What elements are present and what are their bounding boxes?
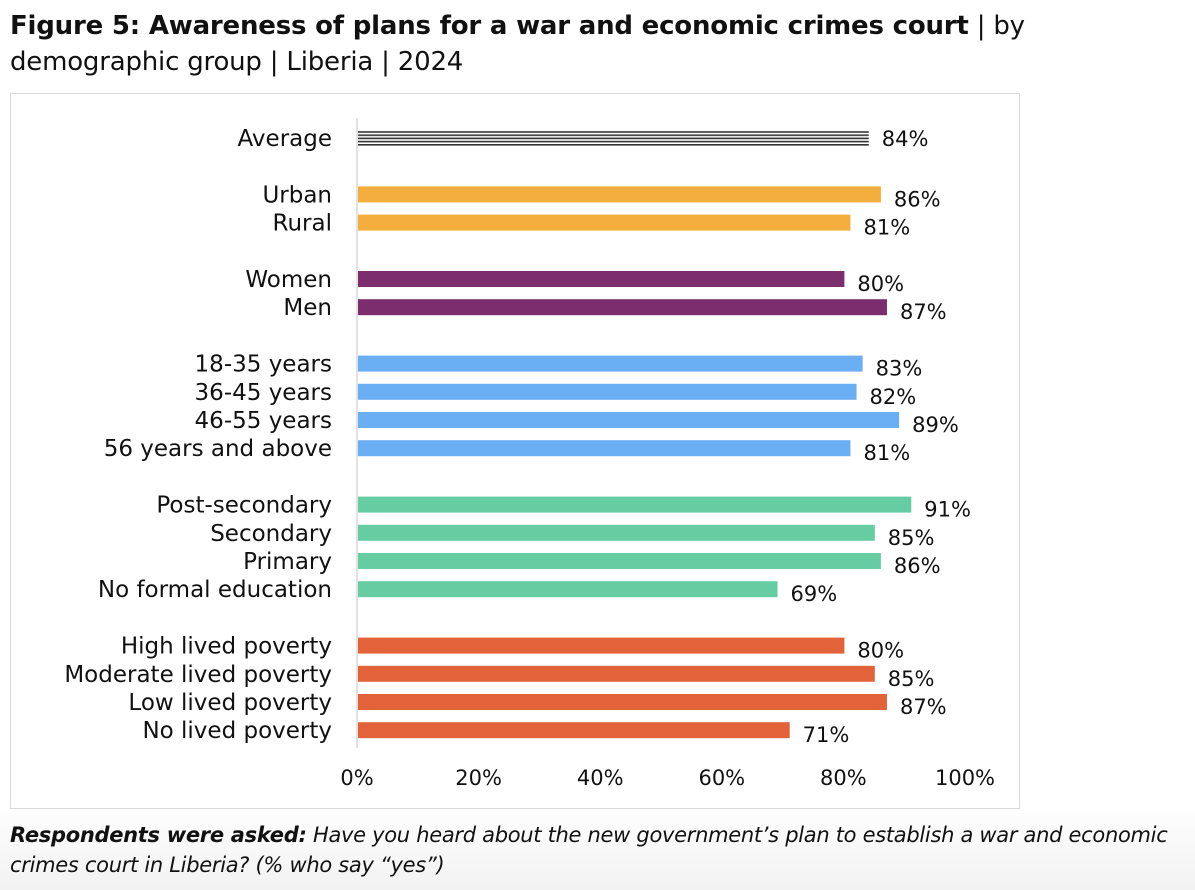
value-label-18-35-years: 83% bbox=[876, 357, 923, 381]
question-note-text: Have you heard about the new government’… bbox=[10, 823, 1168, 877]
bars-layer: Average 84% Urban 86% Rural 81% Women 80% Men 87%… bbox=[64, 126, 971, 747]
x-tick-label-0: 0% bbox=[340, 766, 373, 790]
category-label-post-secondary: Post-secondary bbox=[156, 493, 332, 519]
value-label-average: 84% bbox=[882, 127, 929, 151]
category-label-secondary: Secondary bbox=[210, 521, 332, 547]
bar-56-years-and-above bbox=[358, 440, 851, 457]
value-label-46-55-years: 89% bbox=[912, 413, 959, 437]
category-label-men: Men bbox=[283, 295, 332, 321]
category-label-women: Women bbox=[245, 267, 332, 293]
value-label-36-45-years: 82% bbox=[870, 385, 917, 409]
question-note: Respondents were asked: Have you heard a… bbox=[10, 820, 1190, 880]
bar-18-35-years bbox=[358, 355, 863, 372]
x-axis-ticks: 0% 20% 40% 60% 80% 100% bbox=[340, 766, 995, 790]
category-label-urban: Urban bbox=[262, 182, 332, 208]
value-label-moderate-lived-poverty: 85% bbox=[888, 667, 935, 691]
category-label-low-lived-poverty: Low lived poverty bbox=[128, 690, 332, 716]
bar-46-55-years bbox=[358, 412, 900, 428]
x-tick-label-100: 100% bbox=[935, 766, 995, 790]
category-label-56-years-and-above: 56 years and above bbox=[104, 436, 332, 462]
value-label-low-lived-poverty: 87% bbox=[900, 695, 947, 719]
bar-rural bbox=[358, 214, 851, 231]
x-tick-label-60: 60% bbox=[698, 766, 745, 790]
bar-average bbox=[358, 130, 869, 146]
bar-secondary bbox=[358, 524, 875, 541]
value-label-no-lived-poverty: 71% bbox=[803, 723, 850, 747]
figure-title-rest: | by demographic group | Liberia | 2024 bbox=[10, 11, 1025, 77]
bar-no-formal-education bbox=[358, 581, 778, 598]
category-label-no-formal-education: No formal education bbox=[98, 577, 332, 603]
category-label-rural: Rural bbox=[273, 211, 332, 237]
bar-primary bbox=[358, 553, 881, 569]
bar-36-45-years bbox=[358, 383, 857, 400]
value-label-primary: 86% bbox=[894, 554, 941, 578]
bar-men bbox=[358, 299, 887, 316]
question-note-bold: Respondents were asked: bbox=[10, 823, 307, 847]
category-label-no-lived-poverty: No lived poverty bbox=[142, 718, 332, 744]
bar-low-lived-poverty bbox=[358, 694, 887, 710]
x-tick-label-40: 40% bbox=[577, 766, 624, 790]
category-label-average: Average bbox=[238, 126, 332, 152]
bar-high-lived-poverty bbox=[358, 637, 845, 654]
value-label-high-lived-poverty: 80% bbox=[857, 639, 904, 663]
category-label-18-35-years: 18-35 years bbox=[195, 352, 332, 378]
bar-women bbox=[358, 271, 845, 287]
bar-moderate-lived-poverty bbox=[358, 665, 875, 682]
value-label-women: 80% bbox=[857, 272, 904, 296]
category-label-moderate-lived-poverty: Moderate lived poverty bbox=[64, 662, 332, 688]
x-tick-label-80: 80% bbox=[820, 766, 867, 790]
value-label-men: 87% bbox=[900, 300, 947, 324]
x-tick-label-20: 20% bbox=[455, 766, 502, 790]
bar-post-secondary bbox=[358, 496, 912, 513]
category-label-46-55-years: 46-55 years bbox=[195, 408, 332, 434]
value-label-urban: 86% bbox=[894, 187, 941, 211]
value-label-no-formal-education: 69% bbox=[791, 582, 838, 606]
value-label-rural: 81% bbox=[863, 216, 910, 240]
category-label-high-lived-poverty: High lived poverty bbox=[121, 634, 332, 660]
bar-no-lived-poverty bbox=[358, 722, 790, 739]
value-label-secondary: 85% bbox=[888, 526, 935, 550]
value-label-56-years-and-above: 81% bbox=[863, 441, 910, 465]
figure-title-bold: Figure 5: Awareness of plans for a war a… bbox=[10, 11, 969, 41]
chart-frame bbox=[10, 93, 1020, 809]
bar-urban bbox=[358, 186, 881, 203]
category-label-primary: Primary bbox=[243, 549, 332, 575]
category-label-36-45-years: 36-45 years bbox=[195, 380, 332, 406]
value-label-post-secondary: 91% bbox=[924, 498, 971, 522]
figure-title: Figure 5: Awareness of plans for a war a… bbox=[10, 8, 1180, 80]
